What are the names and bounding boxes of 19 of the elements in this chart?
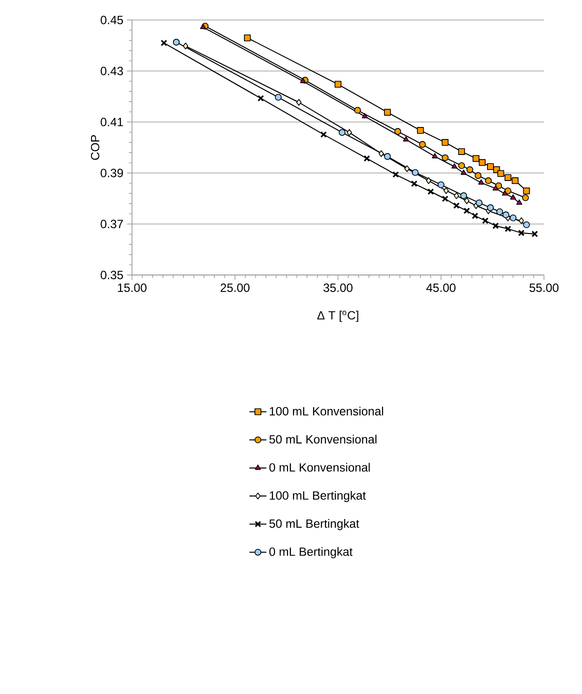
legend-label: 50 mL Bertingkat [269,519,360,530]
x-tick-label: 45.00 [426,284,456,292]
y-tick-label: 0.43 [100,66,123,76]
legend-label: 50 mL Konvensional [269,434,376,444]
x-tick-label: 15.00 [118,284,146,292]
x-tick-label: 25.00 [220,284,250,292]
legend-label: 0 mL Bertingkat [269,547,353,558]
legend-label: 100 mL Konvensional [270,406,384,416]
legend-label: 0 mL Konvensional [269,462,370,472]
y-tick-label: 0.37 [100,220,123,228]
y-tick-label: 0.35 [100,270,123,280]
x-tick-label: 55.00 [530,284,558,292]
y-tick-label: 0.39 [100,168,123,178]
x-tick-label: 35.00 [323,284,352,292]
legend-label: 100 mL Bertingkat [270,490,366,502]
y-axis-title: COP [90,135,100,160]
y-tick-label: 0.41 [100,118,123,126]
x-axis-title: Δ T [$^{o}$C] [317,310,358,322]
y-tick-label: 0.45 [100,16,123,24]
